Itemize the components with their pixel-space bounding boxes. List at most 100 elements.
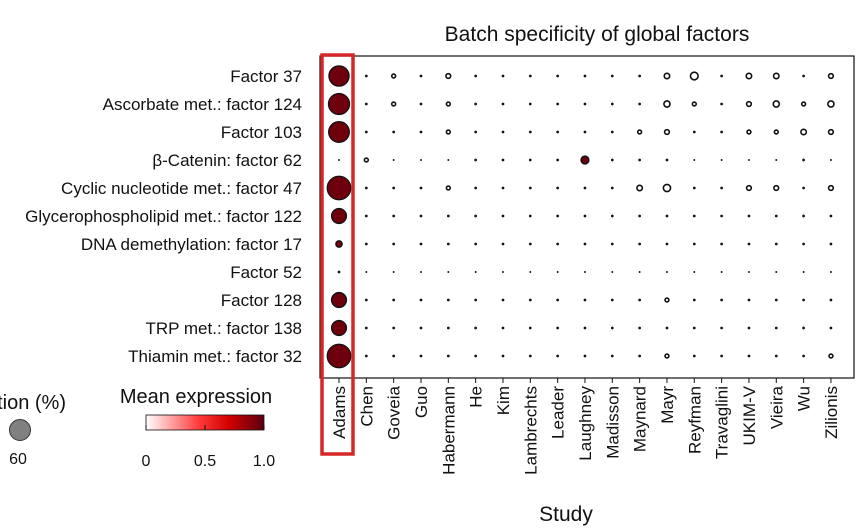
- data-dot: [474, 326, 478, 330]
- size-legend-circle: [9, 419, 31, 441]
- column-label: Habermann: [439, 386, 458, 475]
- row-label: DNA demethylation: factor 17: [81, 235, 302, 254]
- data-dot: [392, 242, 396, 246]
- data-dot: [829, 271, 832, 273]
- data-dot: [474, 242, 478, 246]
- data-dot: [638, 214, 641, 218]
- data-dot: [610, 102, 614, 106]
- data-dot: [392, 186, 396, 190]
- data-dot: [583, 298, 587, 302]
- data-dot: [829, 326, 833, 330]
- data-dot: [474, 214, 478, 218]
- data-dot: [610, 74, 614, 78]
- row-label: TRP met.: factor 138: [145, 319, 302, 338]
- data-dot: [720, 186, 723, 190]
- data-dot: [747, 159, 750, 161]
- data-dot: [501, 130, 505, 134]
- data-dot: [501, 186, 505, 190]
- column-label: UKIM-V: [740, 385, 759, 445]
- data-dot: [328, 65, 350, 87]
- data-dot: [337, 270, 341, 274]
- data-dot: [802, 354, 805, 358]
- data-dot: [800, 128, 808, 136]
- data-dot: [802, 74, 805, 78]
- data-dot: [802, 326, 805, 330]
- data-dot: [528, 186, 532, 190]
- data-dot: [610, 186, 614, 190]
- data-dot: [390, 73, 397, 79]
- data-dot: [638, 158, 641, 162]
- data-dot: [610, 130, 614, 134]
- data-dot: [802, 298, 805, 302]
- data-dot: [772, 72, 780, 80]
- data-dot: [829, 159, 832, 161]
- data-dot: [610, 158, 614, 162]
- data-dot: [720, 242, 723, 246]
- data-dot: [663, 100, 671, 108]
- data-dot: [693, 271, 696, 273]
- data-dot: [501, 298, 505, 302]
- data-dot: [528, 74, 532, 78]
- data-dot: [446, 242, 450, 246]
- data-dot: [556, 158, 559, 162]
- data-dot: [364, 214, 368, 218]
- data-dot: [556, 214, 559, 218]
- data-dot: [501, 326, 505, 330]
- data-dot: [773, 129, 780, 135]
- data-dot: [610, 354, 614, 358]
- data-dot: [692, 242, 696, 246]
- data-dot: [327, 92, 351, 116]
- data-dot: [474, 354, 478, 358]
- data-dot: [392, 271, 395, 273]
- data-dot: [583, 242, 587, 246]
- data-dot: [774, 326, 778, 330]
- data-dot: [528, 158, 532, 162]
- data-dot: [638, 326, 641, 330]
- highlight-box: [320, 53, 355, 456]
- data-dot: [638, 271, 641, 273]
- data-dot: [420, 159, 422, 161]
- data-dot: [745, 72, 753, 80]
- column-label: Vieira: [767, 385, 786, 429]
- data-dot: [747, 271, 750, 273]
- data-dot: [720, 326, 723, 330]
- row-label: β-Catenin: factor 62: [152, 151, 302, 170]
- data-dot: [326, 175, 352, 201]
- data-dot: [528, 214, 532, 218]
- data-dot: [446, 354, 450, 358]
- data-dot: [474, 102, 478, 106]
- data-dot: [445, 185, 452, 191]
- data-dot: [745, 100, 753, 108]
- data-dot: [665, 326, 669, 330]
- data-dot: [364, 242, 368, 246]
- data-dot: [474, 271, 477, 273]
- column-label: Zilionis: [822, 386, 841, 439]
- color-legend: Mean expression 0 0.5 1.0: [120, 386, 275, 470]
- data-dot: [692, 186, 696, 190]
- data-dot: [611, 271, 614, 273]
- data-dot: [364, 102, 368, 106]
- data-dot: [474, 130, 478, 134]
- column-label: Goveia: [385, 385, 404, 439]
- data-dot: [330, 207, 348, 225]
- data-dot: [419, 214, 423, 218]
- chart-title: Batch specificity of global factors: [445, 23, 750, 46]
- data-dot: [328, 121, 350, 143]
- data-dot: [501, 102, 505, 106]
- column-labels: Adams Chen Goveia Guo Habermann He Kim Lambrech…: [330, 378, 841, 475]
- column-label: Lambrechts: [521, 386, 540, 475]
- data-dot: [556, 186, 559, 190]
- data-dot: [829, 242, 833, 246]
- data-dot: [610, 242, 614, 246]
- data-dot: [528, 242, 532, 246]
- data-dot: [689, 71, 699, 81]
- data-dot: [747, 214, 751, 218]
- data-dot: [802, 158, 805, 162]
- data-dot: [392, 354, 396, 358]
- data-dot: [663, 128, 671, 136]
- data-dot: [419, 298, 423, 302]
- data-dot: [556, 102, 559, 106]
- row-labels: Factor 37 Ascorbate met.: factor 124 Facto…: [25, 67, 302, 366]
- x-axis-label: Study: [539, 503, 593, 526]
- plot-frame: [319, 55, 855, 379]
